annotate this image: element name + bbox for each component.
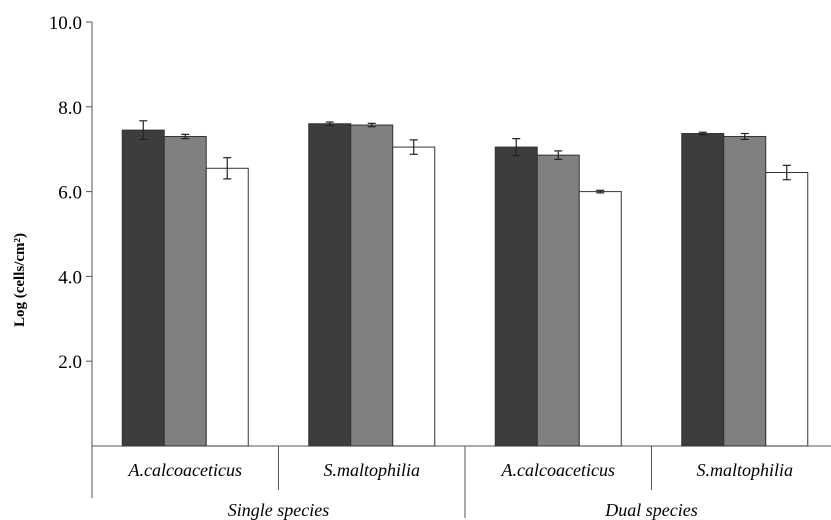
y-axis-label: Log (cells/cm²): [12, 233, 28, 327]
chart-labels: 2.0 4.0 6.0 8.0 10.0 A.calcoaceticus S.maltoph…: [49, 13, 793, 520]
bar: [765, 172, 809, 447]
bar: [308, 123, 352, 447]
y-tick-label: 10.0: [49, 13, 82, 34]
bar: [536, 154, 580, 447]
bar: [350, 124, 394, 447]
bar: [494, 146, 538, 447]
bar: [121, 129, 165, 447]
y-tick-label: 6.0: [58, 183, 82, 204]
bar: [681, 133, 725, 447]
chart-bars: [121, 120, 809, 447]
x-category-label: A.calcoaceticus: [501, 460, 615, 480]
y-tick-label: 2.0: [58, 352, 82, 373]
y-tick-label: 8.0: [58, 98, 82, 119]
x-group-label: Single species: [228, 500, 329, 520]
x-category-label: A.calcoaceticus: [128, 460, 242, 480]
x-group-label: Dual species: [604, 500, 697, 520]
bar: [392, 146, 436, 447]
x-category-label: S.maltophilia: [323, 460, 420, 480]
bar: [205, 167, 249, 447]
bar: [723, 135, 767, 447]
y-tick-label: 4.0: [58, 267, 82, 288]
bar: [578, 191, 622, 447]
x-category-label: S.maltophilia: [696, 460, 793, 480]
bar: [163, 135, 207, 447]
